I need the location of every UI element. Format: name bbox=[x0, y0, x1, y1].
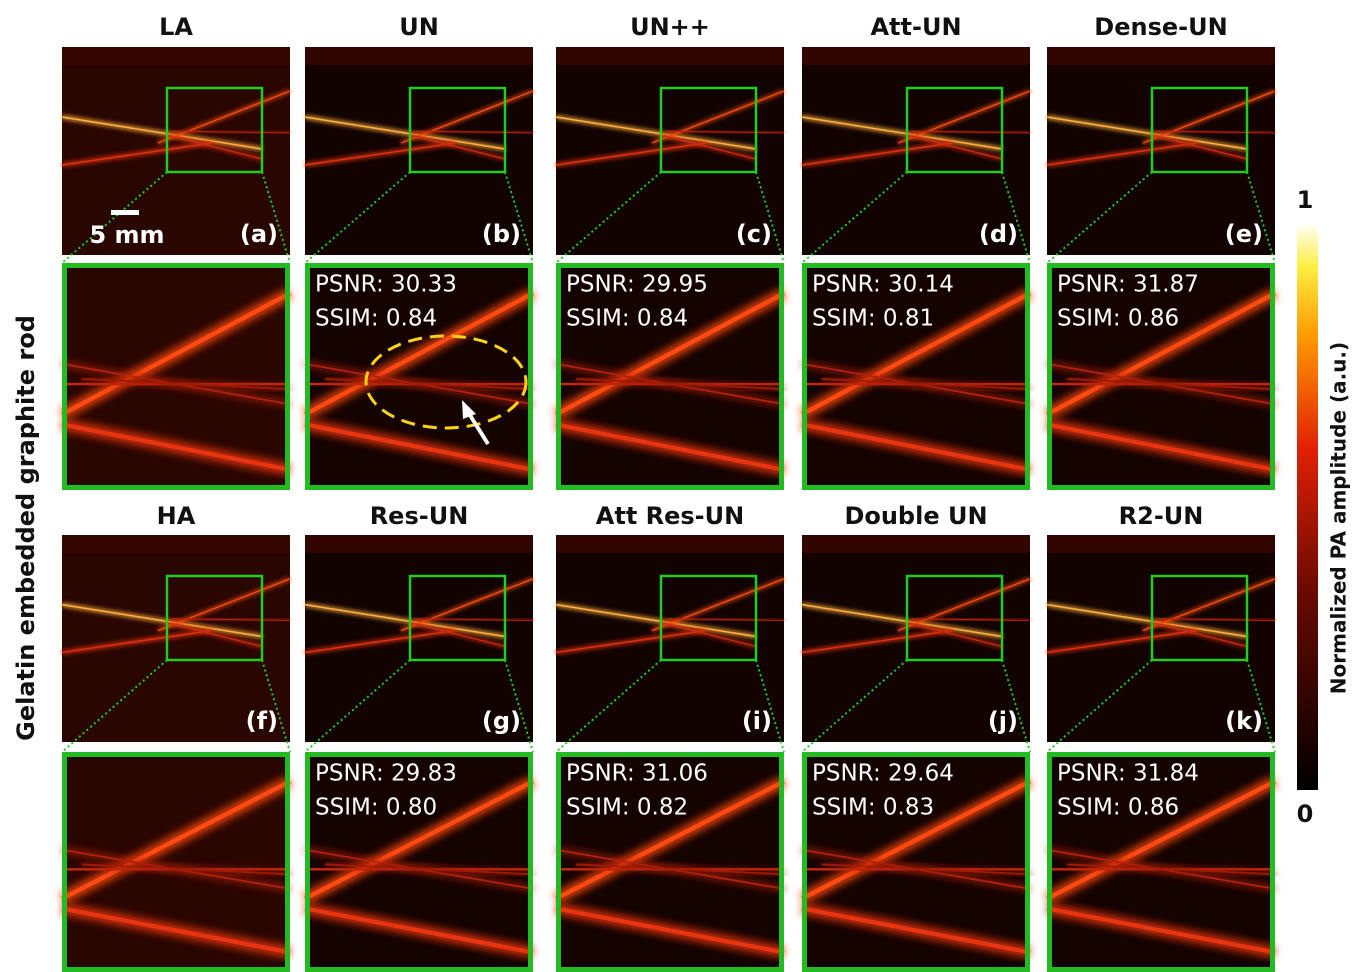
ssim: SSIM: 0.86 bbox=[1057, 795, 1179, 821]
panel-title: Double UN bbox=[844, 502, 987, 530]
panel-title: Att Res-UN bbox=[596, 502, 744, 530]
panel-title: LA bbox=[159, 13, 193, 41]
panel: Att Res-UN (i) PSNR: 31.06 SSIM: 0.82 bbox=[556, 502, 784, 972]
psnr: PSNR: 31.06 bbox=[566, 761, 708, 787]
zoom-image bbox=[62, 752, 290, 972]
ssim: SSIM: 0.83 bbox=[812, 795, 934, 821]
ssim: SSIM: 0.84 bbox=[566, 306, 688, 332]
scale-bar-label: 5 mm bbox=[89, 221, 164, 249]
scale-bar bbox=[111, 210, 139, 215]
panel: LA (a) bbox=[62, 13, 290, 490]
panel: UN++ (c) PSNR: 29.95 SSIM: 0.84 bbox=[556, 13, 784, 490]
panel-letter: (c) bbox=[736, 220, 772, 248]
psnr: PSNR: 29.95 bbox=[566, 272, 708, 298]
image-top-band bbox=[802, 47, 1030, 65]
panel-letter: (j) bbox=[988, 707, 1018, 735]
image-top-band bbox=[305, 47, 533, 65]
panel-letter: (e) bbox=[1225, 220, 1263, 248]
image-top-band bbox=[305, 535, 533, 553]
panel-letter: (g) bbox=[482, 707, 521, 735]
panel-letter: (k) bbox=[1225, 707, 1263, 735]
panel-title: Dense-UN bbox=[1094, 13, 1227, 41]
image-top-band bbox=[62, 47, 290, 65]
panel-letter: (b) bbox=[482, 220, 521, 248]
ssim: SSIM: 0.80 bbox=[315, 795, 437, 821]
panel: UN (b) PSNR: 30.33 SSIM: 0.84 bbox=[305, 13, 533, 490]
panel: Double UN (j) PSNR: 29.64 SSIM: 0.83 bbox=[802, 502, 1030, 972]
panel: HA (f) bbox=[62, 502, 290, 972]
psnr: PSNR: 29.64 bbox=[812, 761, 954, 787]
y-label: Gelatin embedded graphite rod bbox=[12, 315, 40, 741]
image-top-band bbox=[556, 47, 784, 65]
panel-title: HA bbox=[157, 502, 196, 530]
panel: R2-UN (k) PSNR: 31.84 SSIM: 0.86 bbox=[1047, 502, 1275, 972]
ssim: SSIM: 0.82 bbox=[566, 795, 688, 821]
ssim: SSIM: 0.81 bbox=[812, 306, 934, 332]
colorbar-label: Normalized PA amplitude (a.u.) bbox=[1327, 342, 1351, 694]
image-top-band bbox=[62, 535, 290, 553]
panel-title: UN++ bbox=[630, 13, 710, 41]
panel: Att-UN (d) PSNR: 30.14 SSIM: 0.81 bbox=[802, 13, 1030, 490]
panel-letter: (i) bbox=[742, 707, 772, 735]
panel-letter: (f) bbox=[246, 707, 278, 735]
panel-letter: (a) bbox=[240, 220, 278, 248]
psnr: PSNR: 30.33 bbox=[315, 272, 457, 298]
panel-title: R2-UN bbox=[1119, 502, 1204, 530]
ssim: SSIM: 0.84 bbox=[315, 306, 437, 332]
panel-title: UN bbox=[399, 13, 439, 41]
colorbar-min: 0 bbox=[1297, 800, 1314, 828]
psnr: PSNR: 31.84 bbox=[1057, 761, 1199, 787]
colorbar-max: 1 bbox=[1297, 186, 1314, 214]
colorbar bbox=[1297, 222, 1318, 790]
panel-title: Res-UN bbox=[370, 502, 469, 530]
panel-letter: (d) bbox=[979, 220, 1018, 248]
psnr: PSNR: 29.83 bbox=[315, 761, 457, 787]
panel: Dense-UN (e) PSNR: 31.87 SSIM: 0.86 bbox=[1047, 13, 1275, 490]
psnr: PSNR: 30.14 bbox=[812, 272, 954, 298]
zoom-image bbox=[62, 263, 290, 490]
figure: Gelatin embedded graphite rod 1 0 Normal… bbox=[0, 0, 1352, 972]
image-top-band bbox=[802, 535, 1030, 553]
panel: Res-UN (g) PSNR: 29.83 SSIM: 0.80 bbox=[305, 502, 533, 972]
image-top-band bbox=[1047, 47, 1275, 65]
image-top-band bbox=[1047, 535, 1275, 553]
panel-title: Att-UN bbox=[870, 13, 961, 41]
image-top-band bbox=[556, 535, 784, 553]
psnr: PSNR: 31.87 bbox=[1057, 272, 1199, 298]
ssim: SSIM: 0.86 bbox=[1057, 306, 1179, 332]
